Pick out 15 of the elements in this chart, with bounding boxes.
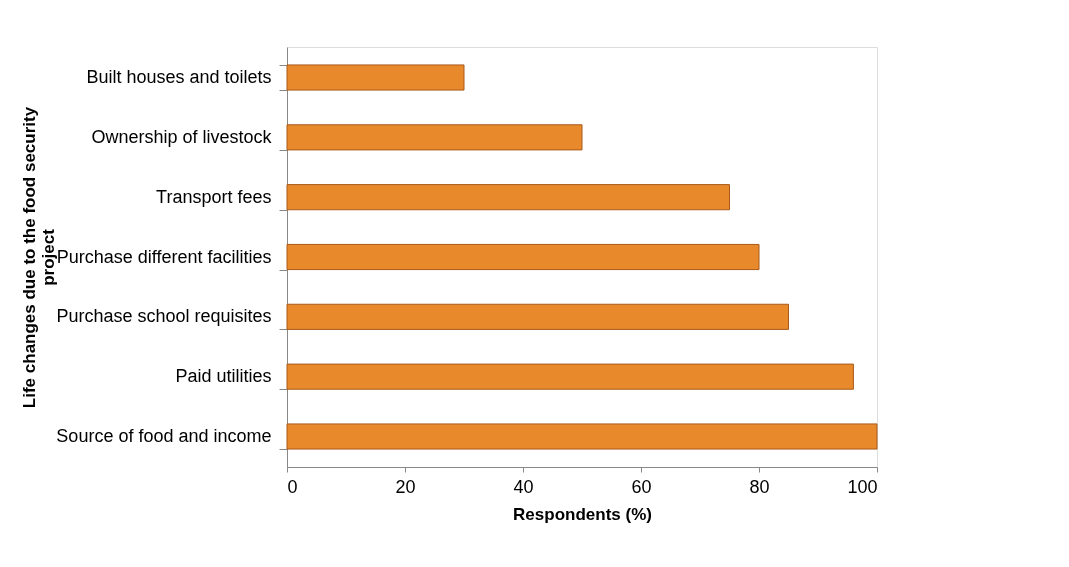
x-tick-label: 40: [513, 476, 534, 497]
x-axis-title: Respondents (%): [513, 504, 652, 524]
y-tick-label: Source of food and income: [56, 425, 272, 446]
y-tick-label: Paid utilities: [175, 366, 272, 387]
y-tick-label: Purchase school requisites: [56, 306, 272, 327]
x-tick-label: 80: [749, 476, 770, 497]
y-tick-label: Transport fees: [156, 186, 272, 207]
x-tick-label: 0: [287, 476, 298, 497]
y-tick-label: Purchase different facilities: [56, 246, 272, 267]
x-tick-label: 60: [631, 476, 652, 497]
y-tick-label: Built houses and toilets: [86, 67, 272, 88]
y-axis-title: Life changes due to the food security project: [19, 106, 58, 409]
x-tick-label: 100: [847, 476, 878, 497]
y-tick-label: Ownership of livestock: [91, 126, 273, 147]
x-tick-label: 20: [395, 476, 416, 497]
